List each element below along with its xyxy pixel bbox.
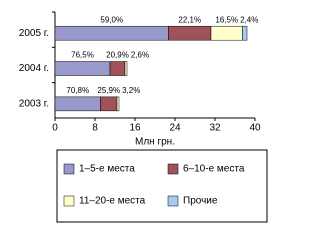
share-label: 3,2%	[122, 86, 140, 95]
bar-segment	[100, 96, 118, 112]
share-label: 2,6%	[131, 51, 149, 60]
x-tick-label: 16	[129, 123, 141, 134]
y-tick-label: 2004 г.	[19, 63, 49, 74]
share-label: 22,1%	[178, 15, 201, 24]
y-tick-label: 2005 г.	[19, 28, 49, 39]
share-label: 76,5%	[71, 51, 94, 60]
bar-segment	[210, 25, 243, 41]
legend-label: 1–5-е места	[79, 164, 135, 175]
x-tick-label: 8	[92, 123, 98, 134]
share-label: 20,9%	[106, 51, 129, 60]
share-label: 16,5%	[215, 15, 238, 24]
bar-segment	[54, 96, 101, 112]
bar-segment	[116, 96, 120, 112]
share-label: 59,0%	[100, 15, 123, 24]
x-tick-label: 40	[249, 123, 261, 134]
x-tick-label: 0	[52, 123, 58, 134]
legend-label: 6–10-е места	[183, 164, 245, 175]
bar-segment	[242, 25, 248, 41]
legend-swatch	[167, 195, 179, 207]
bar-segment	[54, 61, 111, 76]
y-tick-label: 2003 г.	[19, 99, 49, 110]
x-tick-label: 32	[209, 123, 221, 134]
legend-swatch	[167, 163, 179, 175]
bar-segment	[109, 61, 126, 76]
chart: Млн грн. 0 8 16 24 32 40 2005 г. 59,0% 22,1% 16,5…	[19, 11, 268, 223]
x-tick-label: 24	[169, 123, 181, 134]
bar-segment	[168, 25, 212, 41]
share-label: 70,8%	[66, 86, 89, 95]
share-label: 2,4%	[240, 15, 258, 24]
legend-label: Прочие	[183, 196, 218, 207]
legend-swatch	[63, 163, 75, 175]
bar-segment	[54, 25, 169, 41]
legend-box	[56, 149, 268, 223]
share-label: 25,9%	[97, 86, 120, 95]
legend-label: 11–20-е места	[79, 196, 146, 207]
legend-swatch	[63, 195, 75, 207]
bar-segment	[124, 61, 128, 76]
x-axis-title: Млн грн.	[135, 137, 175, 148]
